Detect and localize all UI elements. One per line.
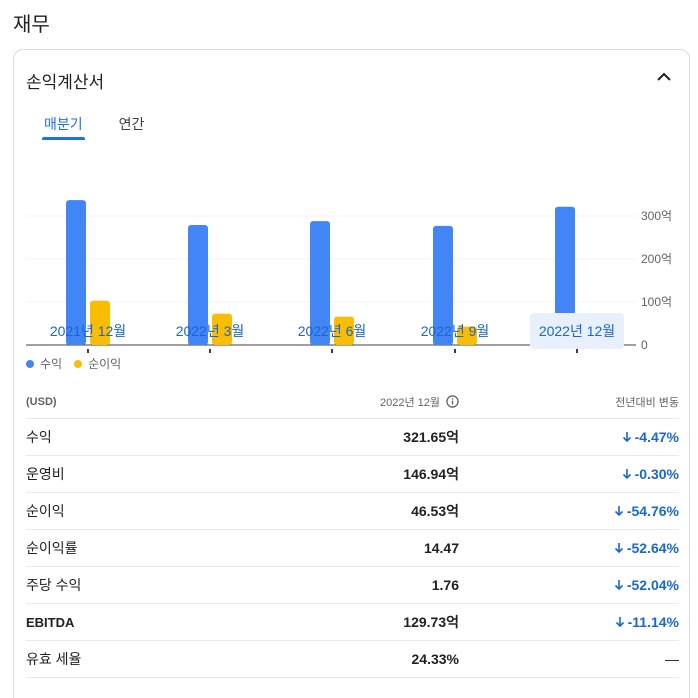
x-axis-label[interactable]: 2022년 6월: [297, 323, 367, 339]
x-tick-mark: [576, 349, 578, 353]
x-tick-mark: [209, 349, 211, 353]
bar-revenue[interactable]: [433, 225, 453, 345]
legend: 수익 순이익: [26, 355, 133, 372]
tab-quarterly[interactable]: 매분기: [42, 114, 85, 140]
legend-item-net-income: 순이익: [74, 355, 121, 372]
arrow-down-icon: [614, 505, 624, 517]
row-label: 수익: [26, 429, 52, 445]
row-change-value: -0.30%: [634, 466, 679, 482]
row-label: EBITDA: [26, 614, 75, 630]
row-label: 주당 수익: [26, 577, 82, 593]
x-tick-mark: [331, 349, 333, 353]
row-value: 24.33%: [411, 651, 459, 667]
row-change-value: -54.76%: [626, 503, 679, 519]
table-row: 운영비 146.94억 -0.30%: [26, 456, 679, 493]
y-tick-label: 0: [641, 338, 648, 352]
info-icon[interactable]: [446, 395, 459, 408]
collapse-button[interactable]: [653, 66, 675, 88]
x-axis-labels: 2021년 12월 2022년 3월 2022년 6월 2022년 9월 2022년 1…: [14, 313, 691, 349]
arrow-down-icon: [615, 616, 625, 628]
row-change-value: —: [665, 651, 679, 667]
x-axis-label[interactable]: 2022년 9월: [420, 323, 490, 339]
bar-net-income[interactable]: [457, 326, 477, 345]
bar-net-income[interactable]: [334, 316, 354, 345]
period-tabs: 매분기 연간: [42, 114, 146, 140]
table-row: 유효 세율 24.33% —: [26, 641, 679, 678]
y-tick-label: 100억: [641, 295, 672, 309]
row-change: —: [459, 651, 679, 667]
bar-revenue[interactable]: [66, 200, 86, 345]
income-statement-card: 손익계산서 매분기 연간 0 100억 200억 300억 2021년 12월 2022…: [13, 49, 690, 698]
x-tick-mark: [87, 349, 89, 353]
row-change: -52.64%: [459, 540, 679, 556]
row-change: -0.30%: [459, 466, 679, 482]
table-row: 순이익률 14.47 -52.64%: [26, 530, 679, 567]
row-label: 순이익: [26, 503, 65, 519]
legend-dot-revenue: [26, 359, 34, 368]
period-header: 2022년 12월: [296, 394, 459, 410]
bar-chart: 0 100억 200억 300억: [26, 200, 672, 353]
bar-revenue[interactable]: [555, 206, 575, 345]
x-tick-mark: [454, 349, 456, 353]
row-value: 14.47: [423, 540, 459, 556]
row-change: -11.14%: [459, 614, 679, 630]
row-value: 46.53억: [411, 503, 459, 519]
row-value: 129.73억: [403, 614, 459, 630]
arrow-down-icon: [614, 542, 624, 554]
row-change: -54.76%: [459, 503, 679, 519]
row-label: 순이익률: [26, 540, 78, 556]
row-value: 146.94억: [403, 466, 459, 482]
x-axis-label[interactable]: 2021년 12월: [49, 323, 127, 339]
legend-item-revenue: 수익: [26, 355, 62, 372]
card-title: 손익계산서: [26, 73, 105, 92]
legend-dot-net-income: [74, 359, 83, 368]
arrow-down-icon: [622, 468, 632, 480]
row-change-value: -4.47%: [634, 429, 679, 445]
change-header: 전년대비 변동: [615, 396, 679, 409]
row-label: 유효 세율: [26, 651, 82, 667]
financial-table: (USD) 2022년 12월 전년대비 변동 수익 321.65억 -4.47% 운…: [26, 385, 679, 678]
tab-annual[interactable]: 연간: [118, 116, 145, 132]
legend-label: 수익: [40, 357, 63, 371]
row-change: -4.47%: [459, 429, 679, 445]
bar-revenue[interactable]: [188, 225, 208, 345]
table-row: EBITDA 129.73억 -11.14%: [26, 604, 679, 641]
x-axis-label[interactable]: 2022년 12월: [530, 313, 624, 349]
row-label: 운영비: [26, 466, 65, 482]
bar-revenue[interactable]: [310, 221, 330, 345]
row-value: 321.65억: [403, 429, 459, 445]
table-header: (USD) 2022년 12월 전년대비 변동: [26, 385, 679, 419]
bar-net-income[interactable]: [212, 313, 232, 345]
row-value: 1.76: [431, 577, 459, 593]
currency-header: (USD): [26, 395, 57, 408]
row-change-value: -11.14%: [627, 614, 679, 630]
table-row: 주당 수익 1.76 -52.04%: [26, 567, 679, 604]
arrow-down-icon: [614, 579, 624, 591]
bar-net-income[interactable]: [90, 300, 110, 345]
legend-label: 순이익: [88, 357, 122, 371]
table-row: 수익 321.65억 -4.47%: [26, 419, 679, 456]
x-axis-label[interactable]: 2022년 3월: [175, 323, 245, 339]
row-change-value: -52.04%: [626, 577, 679, 593]
arrow-down-icon: [622, 431, 632, 443]
table-row: 순이익 46.53억 -54.76%: [26, 493, 679, 530]
chevron-up-icon: [657, 68, 671, 86]
y-tick-label: 200억: [641, 252, 672, 266]
period-header-label: 2022년 12월: [379, 396, 440, 409]
section-title: 재무: [13, 14, 50, 36]
row-change-value: -52.64%: [626, 540, 679, 556]
y-tick-label: 300억: [641, 209, 672, 223]
row-change: -52.04%: [459, 577, 679, 593]
